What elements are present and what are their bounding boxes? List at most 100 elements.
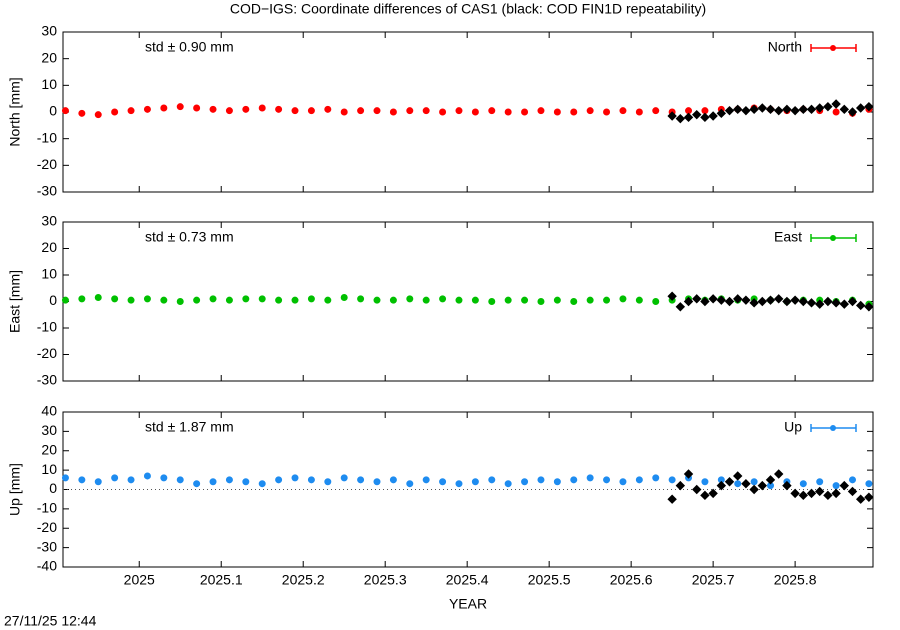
- point: [839, 104, 850, 115]
- y-tick-label: -30: [37, 538, 57, 554]
- point: [831, 99, 841, 109]
- point: [357, 295, 365, 303]
- y-axis-label: East [mm]: [7, 270, 23, 333]
- timestamp: 27/11/25 12:44: [4, 613, 97, 629]
- point: [603, 476, 611, 484]
- point: [667, 291, 677, 301]
- point: [832, 482, 840, 490]
- point: [855, 103, 866, 113]
- point: [692, 109, 702, 120]
- point: [765, 475, 776, 485]
- point: [488, 107, 496, 115]
- point: [774, 469, 784, 479]
- y-tick-label: 0: [49, 103, 57, 119]
- point: [865, 480, 873, 488]
- point: [790, 488, 800, 499]
- point: [471, 478, 479, 486]
- point: [757, 103, 768, 113]
- chart-title: COD−IGS: Coordinate differences of CAS1 …: [230, 1, 706, 17]
- point: [716, 480, 727, 491]
- point: [683, 469, 694, 479]
- y-tick-label: 0: [49, 480, 57, 496]
- point: [111, 108, 119, 116]
- point: [635, 108, 643, 116]
- point: [734, 480, 742, 488]
- point: [225, 296, 233, 304]
- point: [143, 295, 151, 303]
- x-tick-label: 2025.1: [200, 572, 243, 588]
- point: [209, 295, 217, 303]
- point: [815, 299, 825, 309]
- point: [439, 478, 447, 486]
- point: [488, 298, 496, 305]
- y-tick-label: -10: [37, 500, 57, 516]
- point: [586, 296, 594, 304]
- point: [741, 105, 751, 116]
- point: [652, 474, 660, 482]
- point: [700, 296, 710, 307]
- annotation: std ± 0.73 mm: [145, 229, 234, 245]
- point: [553, 478, 561, 486]
- point: [847, 296, 858, 307]
- y-tick-label: -10: [37, 319, 57, 335]
- point: [733, 104, 743, 115]
- point: [357, 476, 365, 484]
- point: [849, 476, 857, 484]
- point: [774, 294, 784, 304]
- point: [757, 480, 768, 491]
- point: [790, 295, 800, 305]
- x-tick-label: 2025.7: [692, 572, 735, 588]
- y-tick-label: -20: [37, 156, 57, 172]
- point: [619, 295, 627, 303]
- point: [373, 107, 381, 115]
- point: [242, 295, 250, 303]
- point: [127, 296, 135, 304]
- point: [504, 296, 512, 304]
- y-tick-label: -20: [37, 519, 57, 535]
- point: [774, 105, 784, 116]
- point: [176, 103, 184, 111]
- point: [701, 478, 709, 486]
- point: [749, 484, 759, 495]
- point: [78, 109, 86, 117]
- point: [708, 488, 718, 499]
- legend-swatch: [830, 45, 836, 51]
- point: [823, 490, 833, 501]
- y-tick-label: 10: [41, 461, 57, 477]
- point: [806, 488, 817, 499]
- point: [209, 478, 217, 486]
- point: [127, 107, 135, 115]
- y-tick-label: -20: [37, 345, 57, 361]
- point: [143, 472, 151, 480]
- point: [855, 300, 866, 311]
- point: [537, 107, 545, 115]
- point: [790, 105, 800, 116]
- point: [373, 296, 381, 304]
- point: [864, 492, 874, 502]
- point: [242, 105, 250, 113]
- point: [749, 298, 759, 308]
- point: [553, 108, 561, 116]
- point: [258, 480, 266, 488]
- point: [455, 107, 463, 115]
- point: [570, 108, 578, 116]
- point: [143, 105, 151, 113]
- point: [94, 111, 102, 119]
- point: [652, 107, 660, 115]
- point: [455, 296, 463, 304]
- point: [750, 478, 758, 486]
- point: [373, 478, 381, 486]
- point: [176, 298, 184, 305]
- point: [406, 480, 414, 488]
- point: [652, 298, 660, 305]
- point: [619, 107, 627, 115]
- point: [603, 108, 611, 116]
- point: [782, 296, 792, 307]
- point: [193, 480, 201, 488]
- point: [422, 107, 430, 115]
- y-tick-label: 20: [41, 441, 57, 457]
- point: [816, 478, 824, 486]
- point: [275, 296, 283, 304]
- x-tick-label: 2025.5: [528, 572, 571, 588]
